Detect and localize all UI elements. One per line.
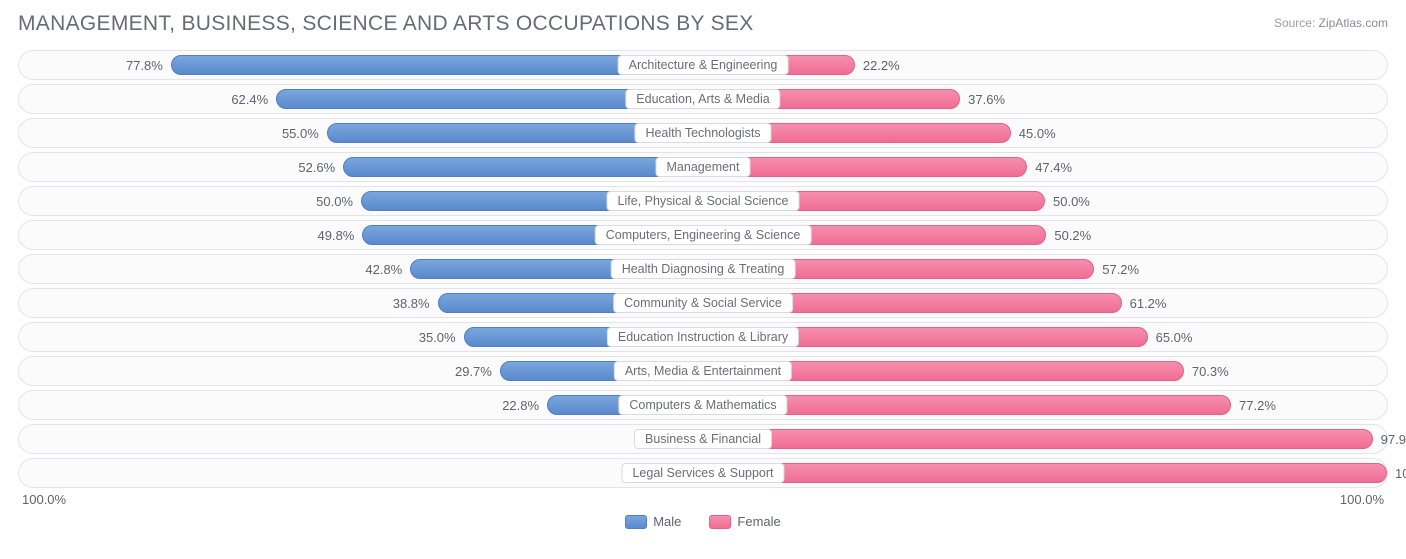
- female-pct-label: 61.2%: [1130, 289, 1167, 319]
- male-pct-label: 55.0%: [282, 119, 319, 149]
- source-value: ZipAtlas.com: [1319, 16, 1388, 30]
- male-pct-label: 29.7%: [455, 357, 492, 387]
- source-label: Source:: [1274, 16, 1315, 30]
- chart-row: 2.1%97.9%Business & Financial: [18, 424, 1388, 454]
- female-pct-label: 57.2%: [1102, 255, 1139, 285]
- female-pct-label: 50.2%: [1054, 221, 1091, 251]
- legend-male: Male: [625, 514, 681, 529]
- female-pct-label: 65.0%: [1156, 323, 1193, 353]
- category-label: Education Instruction & Library: [607, 327, 799, 347]
- female-bar: [703, 429, 1373, 449]
- male-pct-label: 22.8%: [502, 391, 539, 421]
- category-label: Arts, Media & Entertainment: [614, 361, 792, 381]
- header: MANAGEMENT, BUSINESS, SCIENCE AND ARTS O…: [18, 12, 1388, 36]
- occupations-diverging-chart: 77.8% 22.2% Architecture & Engineering 62.4…: [18, 50, 1388, 488]
- chart-row: 35.0% 65.0% Education Instruction & Librar…: [18, 322, 1388, 352]
- female-pct-label: 47.4%: [1035, 153, 1072, 183]
- male-pct-label: 62.4%: [231, 85, 268, 115]
- male-pct-label: 52.6%: [298, 153, 335, 183]
- category-label: Management: [656, 157, 751, 177]
- female-pct-label: 45.0%: [1019, 119, 1056, 149]
- category-label: Life, Physical & Social Science: [607, 191, 800, 211]
- legend: Male Female: [18, 514, 1388, 529]
- chart-row: 49.8% 50.2% Computers, Engineering & Scien…: [18, 220, 1388, 250]
- female-bar: [703, 463, 1387, 483]
- legend-female-label: Female: [737, 514, 780, 529]
- category-label: Health Technologists: [634, 123, 771, 143]
- category-label: Computers & Mathematics: [618, 395, 787, 415]
- category-label: Legal Services & Support: [621, 463, 784, 483]
- male-bar: [343, 157, 703, 177]
- chart-row: 42.8% 57.2% Health Diagnosing & Treating: [18, 254, 1388, 284]
- legend-male-label: Male: [653, 514, 681, 529]
- category-label: Architecture & Engineering: [618, 55, 789, 75]
- female-pct-label: 37.6%: [968, 85, 1005, 115]
- legend-female: Female: [709, 514, 780, 529]
- female-swatch-icon: [709, 515, 731, 529]
- chart-row: 38.8% 61.2% Community & Social Service: [18, 288, 1388, 318]
- chart-row: 22.8% 77.2% Computers & Mathematics: [18, 390, 1388, 420]
- x-axis: 100.0% 100.0%: [18, 492, 1388, 512]
- axis-tick-right: 100.0%: [1340, 492, 1384, 507]
- female-bar: [703, 157, 1027, 177]
- female-pct-label: 100.0%: [1395, 459, 1406, 489]
- chart-title: MANAGEMENT, BUSINESS, SCIENCE AND ARTS O…: [18, 12, 754, 36]
- female-pct-label: 22.2%: [863, 51, 900, 81]
- male-pct-label: 50.0%: [316, 187, 353, 217]
- category-label: Health Diagnosing & Treating: [611, 259, 796, 279]
- category-label: Computers, Engineering & Science: [595, 225, 812, 245]
- male-pct-label: 77.8%: [126, 51, 163, 81]
- chart-row: 50.0% 50.0% Life, Physical & Social Scienc…: [18, 186, 1388, 216]
- axis-tick-left: 100.0%: [22, 492, 66, 507]
- male-pct-label: 49.8%: [318, 221, 355, 251]
- female-pct-label: 50.0%: [1053, 187, 1090, 217]
- male-pct-label: 42.8%: [365, 255, 402, 285]
- chart-row: 29.7% 70.3% Arts, Media & Entertainment: [18, 356, 1388, 386]
- female-pct-label: 70.3%: [1192, 357, 1229, 387]
- category-label: Community & Social Service: [613, 293, 793, 313]
- male-swatch-icon: [625, 515, 647, 529]
- category-label: Business & Financial: [634, 429, 772, 449]
- female-pct-label: 77.2%: [1239, 391, 1276, 421]
- category-label: Education, Arts & Media: [625, 89, 780, 109]
- source-attribution: Source: ZipAtlas.com: [1274, 12, 1388, 30]
- chart-row: 77.8% 22.2% Architecture & Engineering: [18, 50, 1388, 80]
- chart-row: 52.6% 47.4% Management: [18, 152, 1388, 182]
- female-pct-label: 97.9%: [1381, 425, 1406, 455]
- chart-row: 55.0% 45.0% Health Technologists: [18, 118, 1388, 148]
- male-pct-label: 38.8%: [393, 289, 430, 319]
- male-pct-label: 35.0%: [419, 323, 456, 353]
- chart-row: 62.4% 37.6% Education, Arts & Media: [18, 84, 1388, 114]
- chart-row: 0.0%100.0%Legal Services & Support: [18, 458, 1388, 488]
